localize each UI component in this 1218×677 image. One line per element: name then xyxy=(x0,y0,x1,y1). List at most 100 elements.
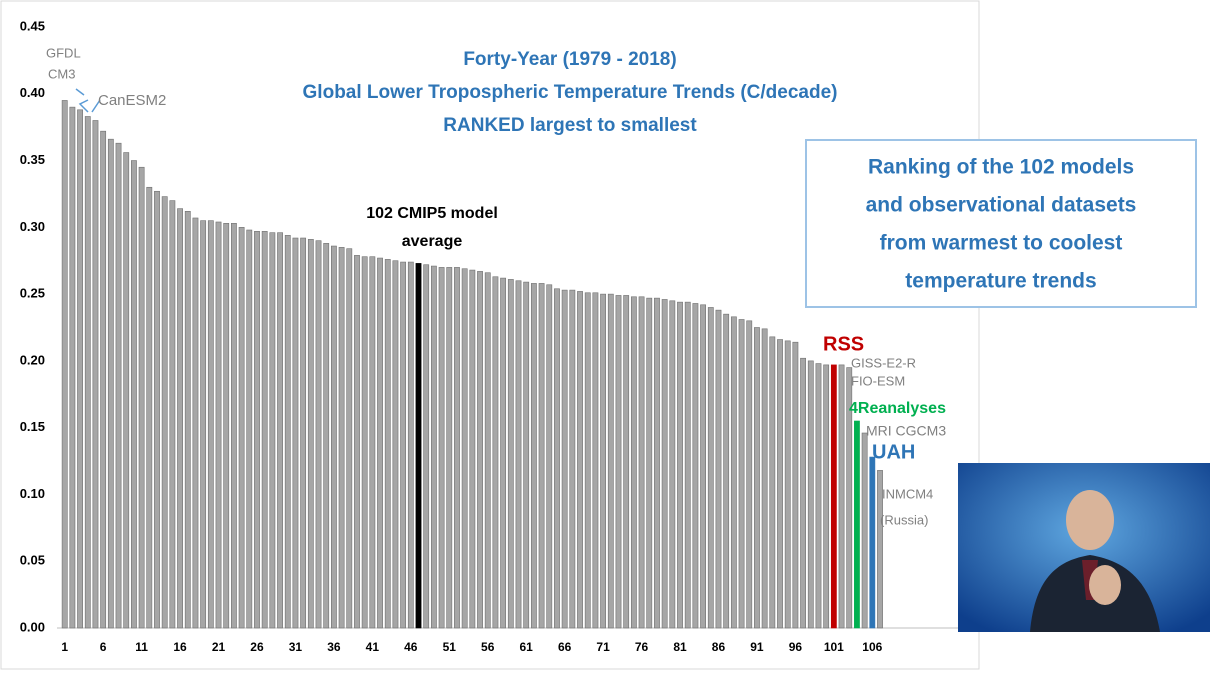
bar xyxy=(85,116,90,628)
chart: 0.000.050.100.150.200.250.300.350.400.45… xyxy=(0,0,1218,672)
bar xyxy=(547,285,552,628)
bar xyxy=(239,227,244,628)
bar xyxy=(862,433,867,628)
annotation: 102 CMIP5 model xyxy=(366,205,498,222)
bar xyxy=(616,295,621,628)
x-tick-label: 66 xyxy=(558,640,572,654)
bar xyxy=(147,187,152,628)
bar xyxy=(277,233,282,628)
bar xyxy=(670,301,675,628)
callout-text: temperature trends xyxy=(905,270,1096,293)
annotation: RSS xyxy=(823,333,864,355)
y-tick-label: 0.15 xyxy=(20,419,45,434)
bar xyxy=(501,278,506,628)
bar xyxy=(470,270,475,628)
x-tick-label: 1 xyxy=(61,640,68,654)
chart-title: Forty-Year (1979 - 2018) xyxy=(463,49,676,70)
bar xyxy=(439,267,444,628)
bar xyxy=(785,341,790,628)
bar xyxy=(516,281,521,628)
x-tick-label: 106 xyxy=(862,640,882,654)
photo-face xyxy=(1066,490,1114,550)
bar xyxy=(208,221,213,628)
x-tick-label: 6 xyxy=(100,640,107,654)
bar xyxy=(93,120,98,628)
x-tick-label: 31 xyxy=(289,640,303,654)
bar xyxy=(354,255,359,628)
x-tick-label: 16 xyxy=(173,640,187,654)
bar xyxy=(831,365,836,628)
bar xyxy=(716,310,721,628)
bar xyxy=(216,222,221,628)
bar xyxy=(870,457,875,628)
bar xyxy=(108,139,113,628)
bar xyxy=(593,293,598,628)
y-tick-label: 0.20 xyxy=(20,352,45,367)
bar xyxy=(724,314,729,628)
bar xyxy=(454,267,459,628)
photo-hands xyxy=(1089,565,1121,605)
bar xyxy=(270,233,275,628)
bar xyxy=(677,302,682,628)
bar xyxy=(62,100,67,628)
callout-text: Ranking of the 102 models xyxy=(868,156,1134,179)
bar xyxy=(462,269,467,628)
bar xyxy=(693,303,698,628)
annotation: (Russia) xyxy=(880,512,928,527)
x-tick-label: 51 xyxy=(443,640,457,654)
photo xyxy=(958,463,1210,632)
x-tick-label: 46 xyxy=(404,640,418,654)
bar xyxy=(685,302,690,628)
y-tick-label: 0.05 xyxy=(20,553,45,568)
bar xyxy=(624,295,629,628)
bar xyxy=(185,211,190,628)
bar xyxy=(139,167,144,628)
y-tick-label: 0.10 xyxy=(20,486,45,501)
bar xyxy=(824,365,829,628)
bar xyxy=(293,238,298,628)
y-tick-label: 0.40 xyxy=(20,85,45,100)
bar xyxy=(116,143,121,628)
bar xyxy=(408,262,413,628)
annotation: GFDL xyxy=(46,45,81,60)
bar xyxy=(370,257,375,628)
chart-title: RANKED largest to smallest xyxy=(443,115,697,136)
bar xyxy=(631,297,636,628)
bar xyxy=(154,191,159,628)
x-tick-label: 71 xyxy=(596,640,610,654)
bar xyxy=(800,358,805,628)
annotation: CanESM2 xyxy=(98,92,166,109)
bar xyxy=(416,263,421,628)
bar xyxy=(839,365,844,628)
x-tick-label: 96 xyxy=(789,640,803,654)
annotation: GISS-E2-R xyxy=(851,355,916,370)
bar xyxy=(608,294,613,628)
bar xyxy=(377,258,382,628)
x-tick-label: 26 xyxy=(250,640,264,654)
bar xyxy=(477,271,482,628)
bar xyxy=(577,291,582,628)
bar xyxy=(639,297,644,628)
bar xyxy=(739,319,744,628)
y-tick-label: 0.30 xyxy=(20,219,45,234)
bar xyxy=(70,107,75,628)
bar xyxy=(124,153,129,628)
bar xyxy=(585,293,590,628)
x-tick-label: 21 xyxy=(212,640,226,654)
bar xyxy=(362,257,367,628)
bar xyxy=(816,364,821,628)
x-tick-label: 86 xyxy=(712,640,726,654)
bar xyxy=(201,221,206,628)
annotation: 4Reanalyses xyxy=(849,400,946,417)
bar xyxy=(554,289,559,628)
bar xyxy=(224,223,229,628)
bar xyxy=(231,223,236,628)
bar xyxy=(331,246,336,628)
bar xyxy=(662,299,667,628)
bar xyxy=(324,243,329,628)
bar xyxy=(562,290,567,628)
bar xyxy=(731,317,736,628)
x-tick-label: 101 xyxy=(824,640,844,654)
y-tick-label: 0.00 xyxy=(20,619,45,634)
bar xyxy=(701,305,706,628)
